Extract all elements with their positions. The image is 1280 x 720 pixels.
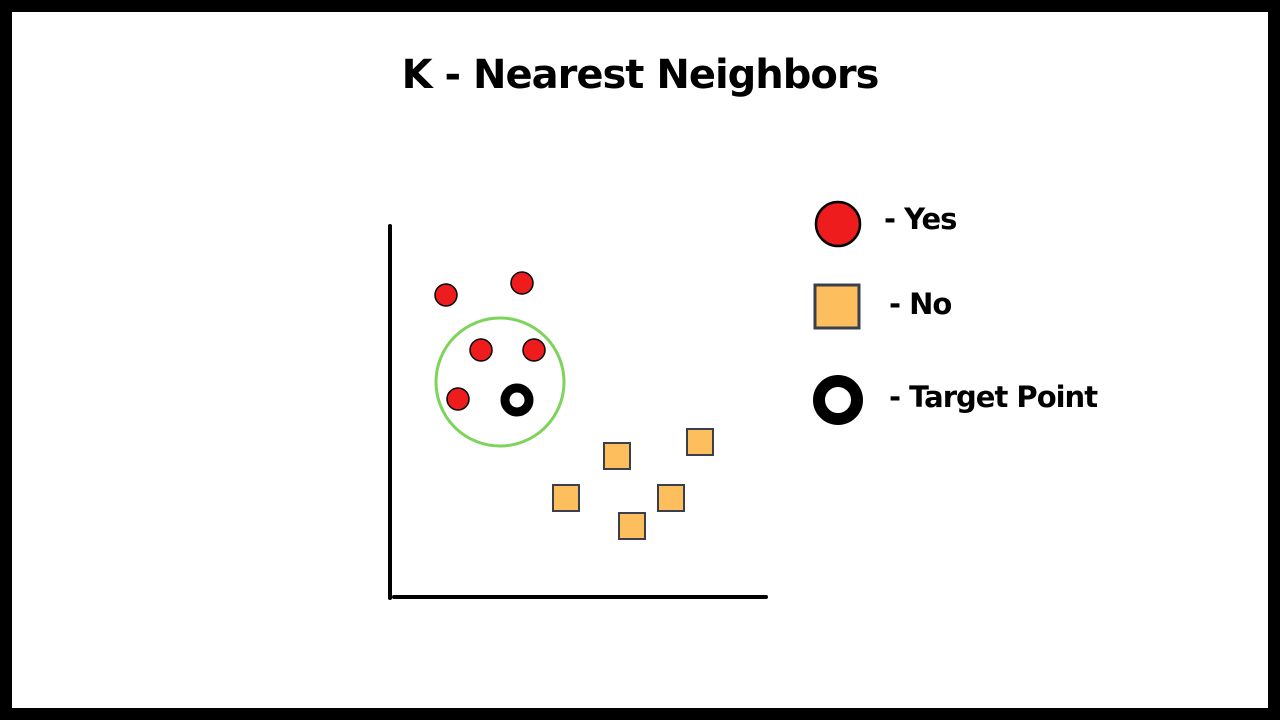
no-point bbox=[603, 442, 631, 470]
target-point bbox=[500, 383, 534, 417]
page-title: K - Nearest Neighbors bbox=[401, 52, 880, 98]
yes-point bbox=[469, 338, 493, 362]
legend-yes-icon bbox=[814, 200, 862, 248]
legend-no-label: - No bbox=[889, 287, 952, 321]
legend-target-label: - Target Point bbox=[889, 380, 1098, 414]
legend-target-icon bbox=[813, 375, 863, 425]
slide-frame: K - Nearest Neighbors - Yes - No - Targe… bbox=[12, 12, 1268, 708]
yes-point bbox=[510, 271, 534, 295]
no-point bbox=[618, 512, 646, 540]
legend-yes-label: - Yes bbox=[884, 202, 957, 236]
no-point bbox=[657, 484, 685, 512]
yes-point bbox=[522, 338, 546, 362]
yes-point bbox=[434, 283, 458, 307]
no-point bbox=[686, 428, 714, 456]
neighborhood-circle bbox=[434, 316, 566, 448]
legend-no-icon bbox=[813, 283, 861, 330]
no-point bbox=[552, 484, 580, 512]
yes-point bbox=[446, 387, 470, 411]
knn-diagram bbox=[388, 200, 863, 600]
